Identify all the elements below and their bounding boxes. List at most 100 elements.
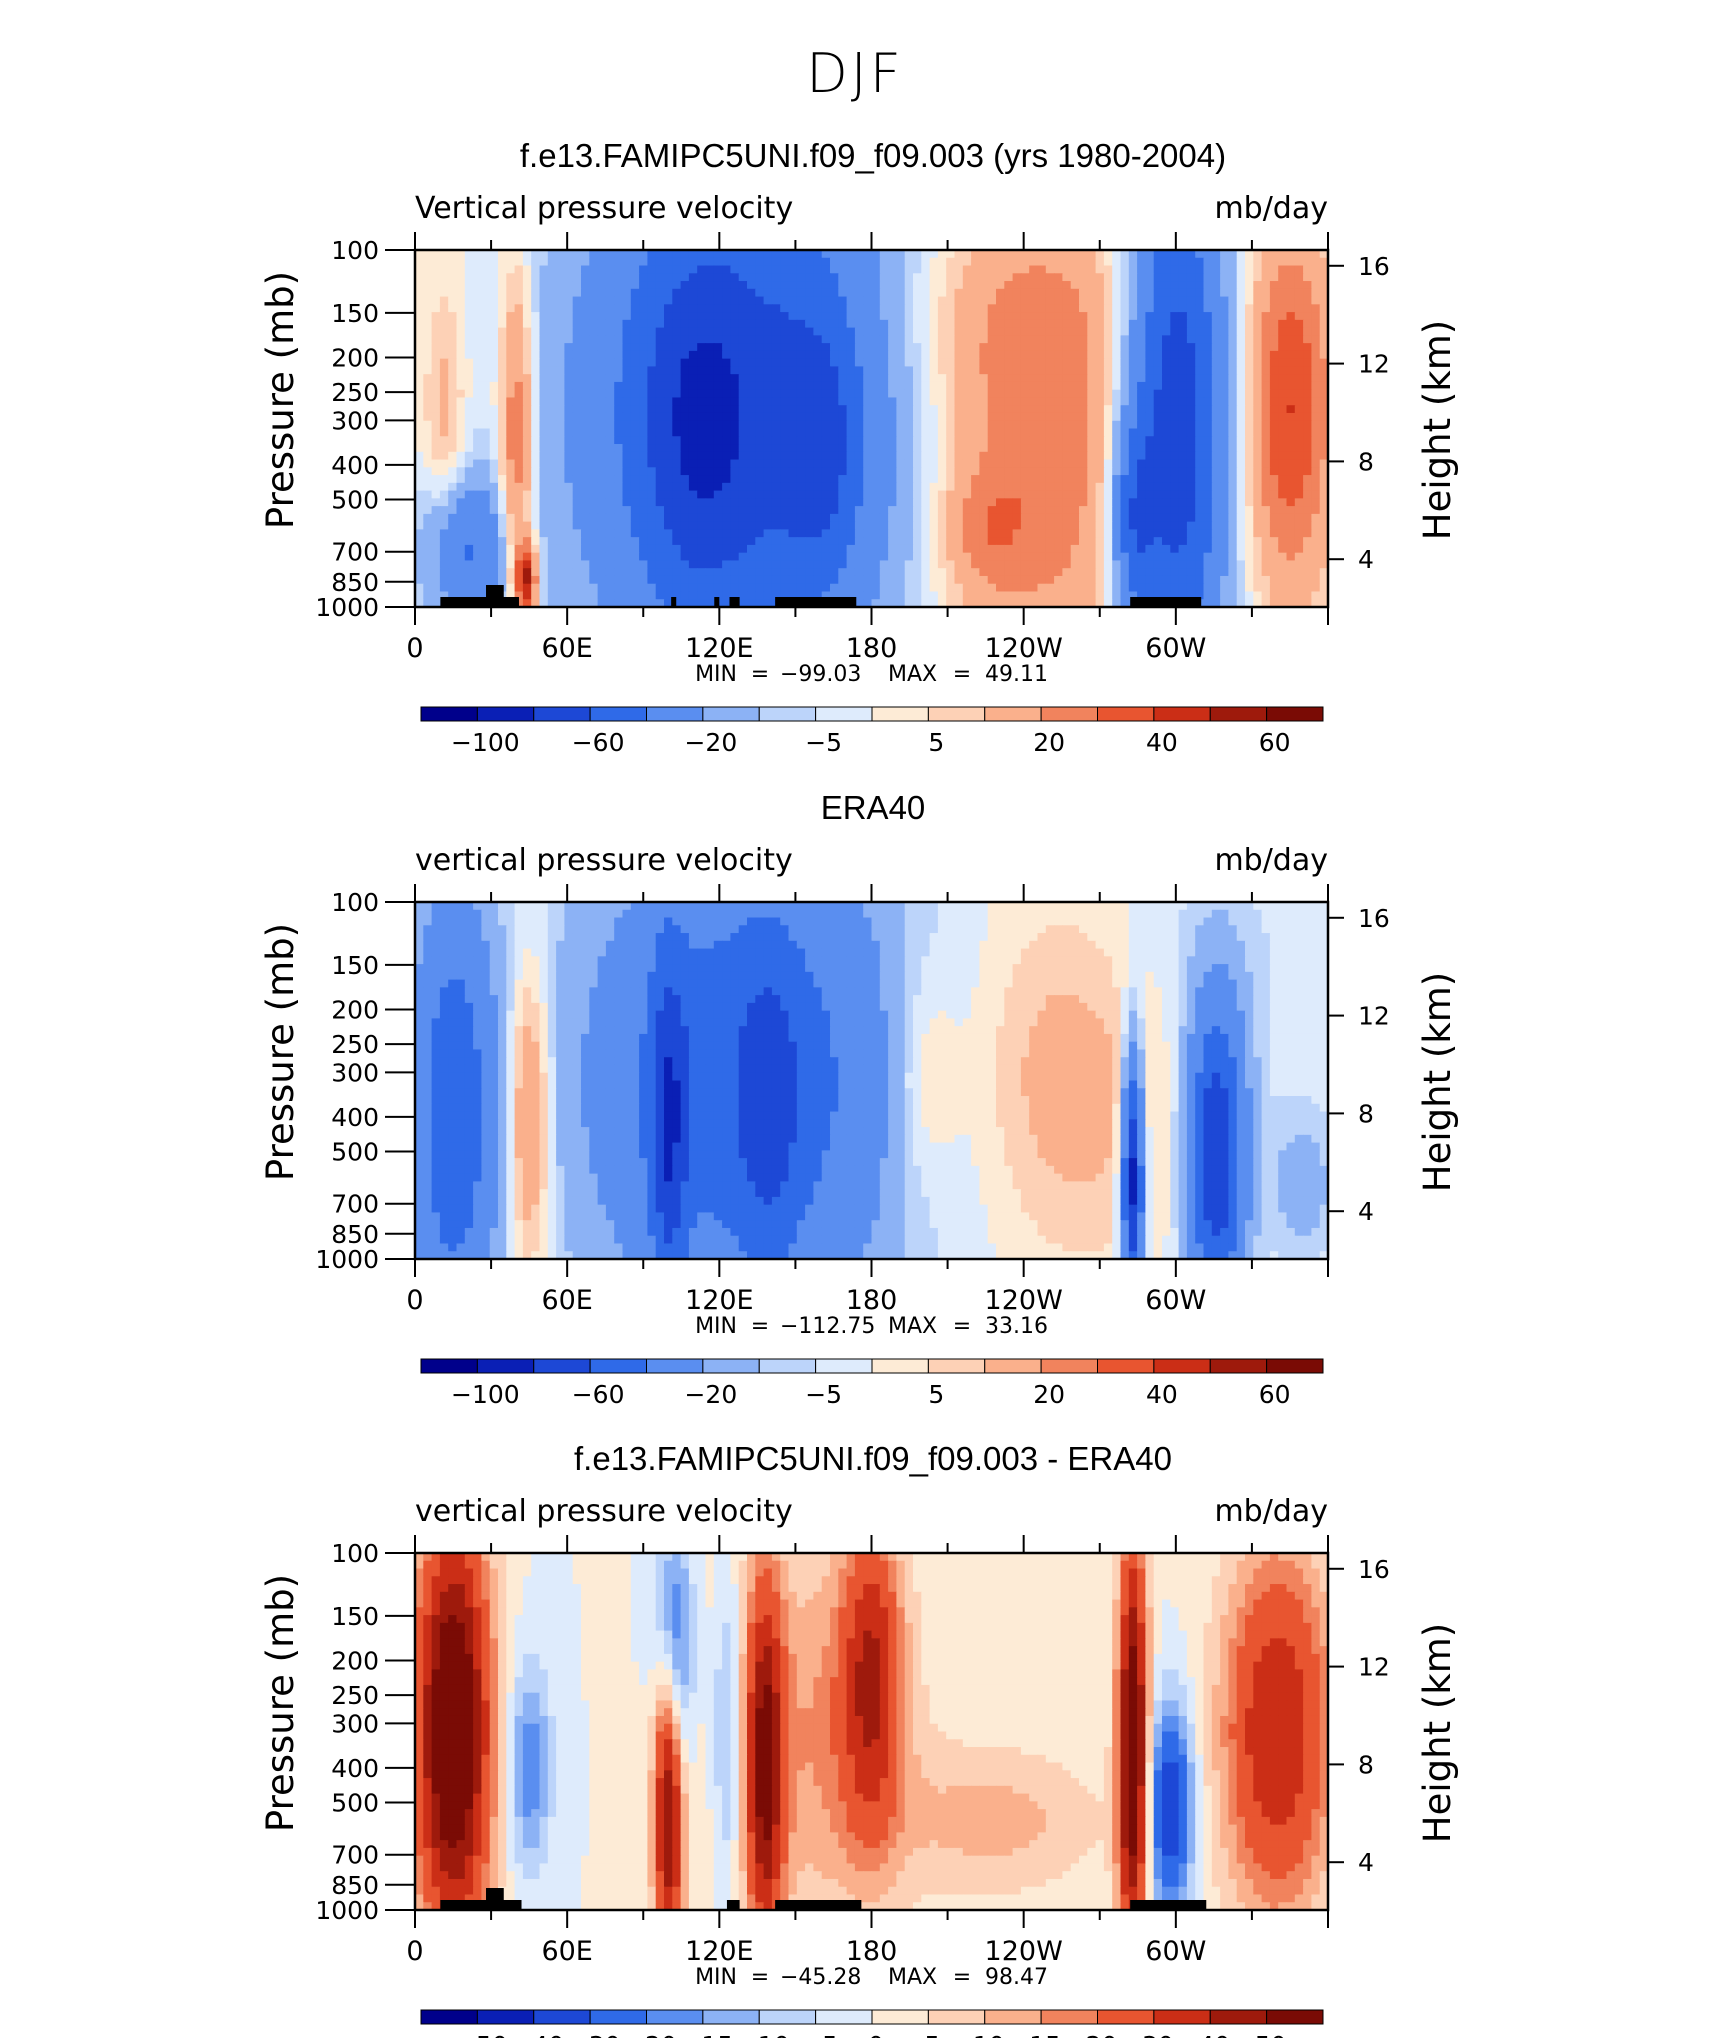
y-axis-label-right: Height (km) xyxy=(1416,1623,1459,1843)
contour-field xyxy=(415,1553,1328,1910)
colorbar-swatch xyxy=(646,2009,704,2025)
y-tick-label: 200 xyxy=(331,995,379,1024)
colorbar-swatch xyxy=(476,1358,535,1374)
x-tick-label: 180 xyxy=(846,1285,898,1316)
right-tick-label: 8 xyxy=(1358,1099,1374,1128)
units-label: mb/day xyxy=(1214,843,1328,878)
y-tick-label: 700 xyxy=(331,538,379,567)
colorbar-label: −60 xyxy=(572,728,625,757)
x-tick-label: 120W xyxy=(985,1936,1063,1967)
y-tick-label: 400 xyxy=(331,451,379,480)
right-tick-label: 12 xyxy=(1358,1002,1390,1031)
y-tick-label: 400 xyxy=(331,1103,379,1132)
colorbar-swatch xyxy=(1097,706,1155,722)
x-tick-label: 60W xyxy=(1145,1936,1206,1967)
x-tick-label: 60W xyxy=(1145,1285,1206,1316)
colorbar-swatch xyxy=(1266,2009,1324,2025)
right-tick-label: 12 xyxy=(1358,350,1390,379)
x-tick-label: 180 xyxy=(846,633,898,664)
chart-panel-3: f.e13.FAMIPC5UNI.f09_f09.003 - ERA40 vert… xyxy=(259,1440,1459,2038)
stat-min-label: MIN xyxy=(695,1314,737,1339)
stat-min-label: MIN xyxy=(695,1965,737,1990)
stat-equals: = xyxy=(953,1965,971,1990)
contour-field xyxy=(415,250,1328,607)
colorbar-swatch xyxy=(815,706,873,722)
chart-panel-2: ERA40 vertical pressure velocity mb/day 0 60… xyxy=(259,789,1459,1409)
colorbar-label: 20 xyxy=(1033,1380,1065,1409)
y-tick-label: 850 xyxy=(331,1220,379,1249)
x-tick-label: 0 xyxy=(406,1936,423,1967)
colorbar-label: 15 xyxy=(1029,2031,1061,2038)
colorbar-swatch xyxy=(533,1358,591,1374)
colorbar-label: −20 xyxy=(684,728,737,757)
y-tick-label: 400 xyxy=(331,1754,379,1783)
colorbar-label: 20 xyxy=(1086,2031,1118,2038)
x-tick-label: 0 xyxy=(406,1285,423,1316)
y-tick-label: 500 xyxy=(331,1138,379,1167)
colorbar-label: −5 xyxy=(805,1380,842,1409)
chart-panel-1: f.e13.FAMIPC5UNI.f09_f09.003 (yrs 1980-2… xyxy=(259,137,1459,757)
land-mask-bar xyxy=(1130,597,1202,607)
x-tick-label: 120E xyxy=(685,1936,754,1967)
colorbar-swatch xyxy=(1209,706,1268,722)
colorbar-swatch xyxy=(758,706,817,722)
y-tick-label: 1000 xyxy=(315,1896,379,1925)
right-tick-label: 8 xyxy=(1358,1750,1374,1779)
land-mask-bar xyxy=(729,597,740,607)
y-tick-label: 300 xyxy=(331,406,379,435)
right-tick-label: 4 xyxy=(1358,545,1374,574)
right-tick-label: 16 xyxy=(1358,904,1390,933)
colorbar-swatch xyxy=(1040,706,1098,722)
stat-min-label: MIN xyxy=(695,662,737,687)
colorbar-label: 40 xyxy=(1146,1380,1178,1409)
colorbar-label: 20 xyxy=(1033,728,1065,757)
colorbar-label: −30 xyxy=(568,2031,621,2038)
y-tick-label: 500 xyxy=(331,1789,379,1818)
stat-max-value: 98.47 xyxy=(985,1965,1048,1990)
colorbar-swatch xyxy=(476,706,535,722)
stat-max-value: 49.11 xyxy=(985,662,1048,687)
y-tick-label: 850 xyxy=(331,1871,379,1900)
colorbar-label: −100 xyxy=(451,1380,520,1409)
stat-max-label: MAX xyxy=(888,1965,937,1990)
x-tick-label: 120E xyxy=(685,633,754,664)
colorbar-label: 5 xyxy=(928,1380,944,1409)
stat-equals: = xyxy=(751,662,769,687)
colorbar-label: 50 xyxy=(1255,2031,1287,2038)
colorbar-label: −40 xyxy=(511,2031,564,2038)
variable-label: Vertical pressure velocity xyxy=(415,191,793,226)
y-tick-label: 200 xyxy=(331,1646,379,1675)
chart-title: ERA40 xyxy=(821,789,926,826)
x-tick-label: 120W xyxy=(985,633,1063,664)
colorbar-label: −20 xyxy=(684,1380,737,1409)
y-tick-label: 250 xyxy=(331,1681,379,1710)
colorbar-swatch xyxy=(927,1358,986,1374)
land-mask-bar xyxy=(671,597,677,607)
units-label: mb/day xyxy=(1214,191,1328,226)
colorbar-swatch xyxy=(1040,2009,1098,2025)
y-tick-label: 300 xyxy=(331,1058,379,1087)
colorbar-swatch xyxy=(1153,2009,1211,2025)
colorbar-label: 5 xyxy=(928,728,944,757)
colorbar-swatch xyxy=(702,2009,760,2025)
y-axis-label: Pressure (mb) xyxy=(259,1574,302,1832)
chart-title: f.e13.FAMIPC5UNI.f09_f09.003 - ERA40 xyxy=(574,1440,1172,1477)
contour-field xyxy=(415,902,1328,1259)
x-tick-label: 120E xyxy=(685,1285,754,1316)
colorbar-swatch xyxy=(815,2009,873,2025)
y-tick-label: 1000 xyxy=(315,593,379,622)
colorbar-label: −15 xyxy=(680,2031,733,2038)
colorbar-swatch xyxy=(476,2009,535,2025)
x-tick-label: 60E xyxy=(541,1285,592,1316)
colorbar-swatch xyxy=(646,706,704,722)
stat-min-value: −45.28 xyxy=(780,1965,861,1990)
colorbar-swatch xyxy=(984,2009,1042,2025)
colorbar-swatch xyxy=(927,2009,986,2025)
colorbar-label: 5 xyxy=(924,2031,940,2038)
colorbar-swatch xyxy=(1153,706,1211,722)
y-tick-label: 250 xyxy=(331,1030,379,1059)
colorbar: −100 −60 −20 −5 5 20 40 60 xyxy=(420,706,1324,757)
colorbar-swatch xyxy=(420,2009,478,2025)
x-tick-label: 120W xyxy=(985,1285,1063,1316)
stat-max-label: MAX xyxy=(888,1314,937,1339)
